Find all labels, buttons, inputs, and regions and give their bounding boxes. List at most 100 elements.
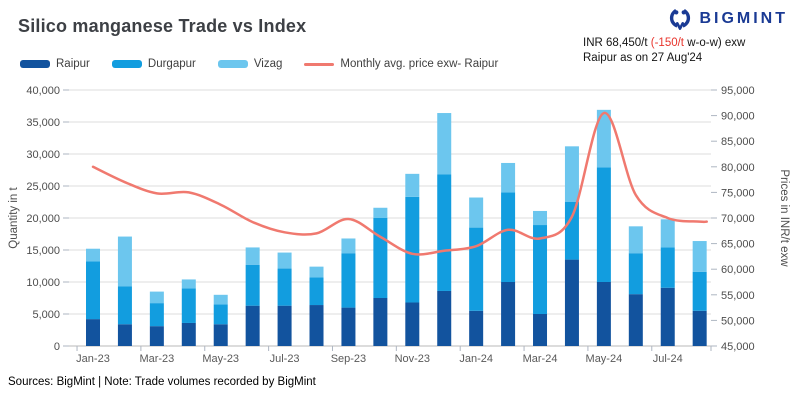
right-axis-tick-label: 75,000 <box>721 187 755 199</box>
bar-segment-durgapur <box>341 253 356 308</box>
bar-segment-durgapur <box>277 268 292 306</box>
right-axis-tick-label: 80,000 <box>721 162 755 174</box>
left-axis-tick-label: 10,000 <box>26 277 60 289</box>
price-change-value: (-150/t <box>650 37 685 49</box>
legend-label: Raipur <box>56 58 90 70</box>
right-axis-title: Prices in INR/t exw <box>778 169 790 267</box>
bar-segment-raipur <box>277 305 292 346</box>
bar-segment-durgapur <box>373 218 388 298</box>
legend-item-monthly-avg-price-exw-raipur: Monthly avg. price exw- Raipur <box>304 58 498 70</box>
right-axis-tick-label: 45,000 <box>721 341 755 353</box>
bar-segment-durgapur <box>117 286 132 325</box>
legend-item-durgapur: Durgapur <box>111 58 196 70</box>
bar-segment-vizag <box>628 226 643 254</box>
bar-segment-durgapur <box>149 303 164 327</box>
bar-segment-raipur <box>405 302 420 346</box>
legend-item-vizag: Vizag <box>217 58 283 70</box>
bar-segment-vizag <box>373 207 388 218</box>
legend-label: Vizag <box>253 58 283 70</box>
bar-segment-raipur <box>149 326 164 346</box>
bar-segment-durgapur <box>213 304 228 325</box>
legend-bar-swatch <box>20 60 50 68</box>
left-axis-tick-label: 25,000 <box>26 181 60 193</box>
legend-label: Durgapur <box>147 58 196 70</box>
bar-segment-raipur <box>309 305 324 346</box>
x-axis-tick-label: Sep-23 <box>331 353 366 365</box>
right-axis-tick-label: 50,000 <box>721 315 755 327</box>
bar-segment-raipur <box>596 282 611 346</box>
bar-segment-raipur <box>501 282 516 346</box>
bar-segment-vizag <box>86 248 100 262</box>
left-axis-tick-label: 40,000 <box>26 85 60 97</box>
legend-line-swatch <box>304 62 335 66</box>
legend-label: Monthly avg. price exw- Raipur <box>340 58 499 70</box>
bar-segment-durgapur <box>181 288 196 323</box>
price-annotation-line1: INR 68,450/t (-150/t w-o-w) exw <box>583 37 746 49</box>
right-axis-tick-label: 60,000 <box>721 264 755 276</box>
bar-segment-durgapur <box>660 247 675 288</box>
bar-segment-raipur <box>341 307 356 346</box>
bar-segment-raipur <box>213 324 228 346</box>
x-axis-tick-label: Jan-24 <box>459 353 493 365</box>
left-axis-tick-label: 15,000 <box>26 245 60 257</box>
bar-segment-raipur <box>564 259 579 346</box>
bar-segment-raipur <box>86 319 100 346</box>
bar-segment-vizag <box>564 146 579 202</box>
bar-segment-vizag <box>245 247 260 265</box>
source-note: Sources: BigMint | Note: Trade volumes r… <box>8 376 316 388</box>
bar-segment-vizag <box>660 219 675 248</box>
right-axis-tick-label: 65,000 <box>721 239 755 251</box>
bar-segment-vizag <box>277 252 292 269</box>
bar-segment-raipur <box>660 287 675 346</box>
x-axis-tick-label: Nov-23 <box>395 353 430 365</box>
bar-segment-vizag <box>181 279 196 289</box>
right-axis-tick-label: 95,000 <box>721 85 755 97</box>
bar-segment-vizag <box>149 291 164 304</box>
trade-index-chart: 0 5,000 10,000 15,000 20,000 25,000 30,000 35,0… <box>8 85 790 365</box>
bar-segment-durgapur <box>692 271 707 311</box>
x-axis-tick-label: Mar-24 <box>523 353 558 365</box>
left-axis-title: Quantity in t <box>8 187 20 249</box>
bar-segment-durgapur <box>501 192 516 282</box>
bar-segment-vizag <box>692 241 707 272</box>
bar-segment-durgapur <box>437 174 452 291</box>
bar-segment-raipur <box>628 294 643 346</box>
left-axis-tick-label: 20,000 <box>26 213 60 225</box>
bar-segment-raipur <box>469 310 484 346</box>
x-axis-tick-label: Mar-23 <box>139 353 174 365</box>
bar-segment-raipur <box>692 310 707 346</box>
left-axis-tick-label: 5,000 <box>32 309 60 321</box>
bar-segment-durgapur <box>86 261 100 320</box>
x-axis-tick-label: Jul-23 <box>270 353 300 365</box>
x-axis-tick-label: Jan-23 <box>76 353 110 365</box>
left-axis-tick-label: 0 <box>54 341 60 353</box>
legend-item-raipur: Raipur <box>20 58 90 70</box>
bar-segment-vizag <box>501 162 516 193</box>
price-annotation-line2: Raipur as on 27 Aug'24 <box>583 51 703 64</box>
bar-segment-durgapur <box>596 167 611 282</box>
left-axis-tick-label: 35,000 <box>26 117 60 129</box>
bar-segment-durgapur <box>469 227 484 311</box>
bar-segment-vizag <box>117 236 132 287</box>
bar-segment-durgapur <box>564 202 579 260</box>
bigmint-logo-text: BIGMINT <box>699 10 788 27</box>
bar-segment-durgapur <box>245 264 260 306</box>
bar-segment-raipur <box>437 290 452 346</box>
bar-segment-vizag <box>469 197 484 228</box>
price-line <box>91 111 708 256</box>
bar-segment-vizag <box>596 109 611 168</box>
bar-segment-vizag <box>533 210 548 226</box>
right-axis-tick-label: 55,000 <box>721 290 755 302</box>
bar-segment-raipur <box>245 305 260 346</box>
bar-segment-raipur <box>373 298 388 346</box>
chart-title: Silico manganese Trade vs Index <box>18 16 307 36</box>
price-annotation: INR 68,450/t (-150/t w-o-w) exw Raipur a… <box>583 36 745 65</box>
bar-segment-durgapur <box>405 196 420 303</box>
bar-segment-raipur <box>533 314 548 346</box>
bar-segment-vizag <box>405 173 420 197</box>
bar-segment-vizag <box>213 294 228 305</box>
bar-segment-vizag <box>341 238 356 254</box>
bar-segment-durgapur <box>628 253 643 295</box>
left-axis-tick-label: 30,000 <box>26 149 60 161</box>
bar-segment-raipur <box>181 322 196 346</box>
